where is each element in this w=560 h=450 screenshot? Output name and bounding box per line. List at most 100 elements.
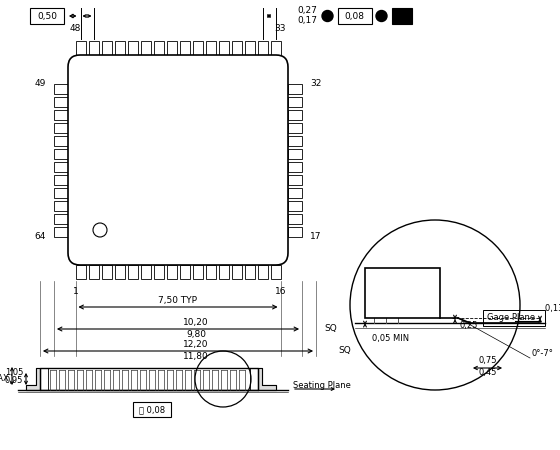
- Bar: [206, 265, 216, 279]
- Bar: [288, 135, 302, 145]
- Bar: [153, 41, 164, 55]
- Text: 0,13 NOM: 0,13 NOM: [545, 304, 560, 313]
- Bar: [270, 41, 281, 55]
- Bar: [288, 175, 302, 184]
- Text: ⌣ 0,08: ⌣ 0,08: [139, 405, 165, 414]
- Text: 1,05: 1,05: [4, 369, 23, 378]
- Bar: [245, 41, 254, 55]
- Text: 0,17: 0,17: [297, 17, 318, 26]
- Bar: [483, 310, 545, 326]
- Text: 0,75: 0,75: [478, 356, 497, 365]
- Polygon shape: [258, 368, 276, 390]
- Bar: [288, 96, 302, 107]
- Text: Seating Plane: Seating Plane: [293, 382, 351, 391]
- Text: 64: 64: [35, 232, 46, 241]
- Bar: [180, 265, 189, 279]
- Text: 10,20: 10,20: [183, 319, 209, 328]
- Bar: [288, 148, 302, 158]
- Bar: [128, 41, 138, 55]
- Text: 16: 16: [275, 287, 286, 296]
- Bar: [101, 41, 111, 55]
- Bar: [231, 265, 241, 279]
- Bar: [54, 201, 68, 211]
- Circle shape: [376, 10, 387, 22]
- Bar: [54, 96, 68, 107]
- Bar: [270, 265, 281, 279]
- Bar: [218, 41, 228, 55]
- Bar: [218, 265, 228, 279]
- Bar: [245, 265, 254, 279]
- Bar: [288, 201, 302, 211]
- Text: 0,05 MIN: 0,05 MIN: [372, 333, 409, 342]
- FancyBboxPatch shape: [68, 55, 288, 265]
- Bar: [54, 175, 68, 184]
- Text: 49: 49: [35, 79, 46, 88]
- Bar: [128, 265, 138, 279]
- Circle shape: [322, 10, 333, 22]
- Bar: [76, 41, 86, 55]
- Bar: [114, 265, 124, 279]
- Polygon shape: [26, 368, 40, 390]
- Bar: [288, 122, 302, 132]
- Text: SQ: SQ: [338, 346, 351, 356]
- Bar: [30, 8, 64, 24]
- Text: 0°-7°: 0°-7°: [532, 348, 554, 357]
- Bar: [88, 41, 99, 55]
- Bar: [54, 162, 68, 171]
- Bar: [288, 226, 302, 237]
- Bar: [101, 265, 111, 279]
- Bar: [40, 368, 258, 390]
- Bar: [180, 41, 189, 55]
- Text: SQ: SQ: [324, 324, 337, 333]
- Circle shape: [93, 223, 107, 237]
- Bar: [133, 402, 171, 417]
- Bar: [114, 41, 124, 55]
- Bar: [54, 188, 68, 198]
- Bar: [338, 8, 371, 24]
- Bar: [166, 41, 176, 55]
- Bar: [54, 109, 68, 120]
- Bar: [88, 265, 99, 279]
- Bar: [288, 213, 302, 224]
- Text: 48: 48: [70, 24, 81, 33]
- Text: 11,80: 11,80: [183, 351, 209, 360]
- Bar: [76, 265, 86, 279]
- Bar: [193, 265, 203, 279]
- Bar: [258, 41, 268, 55]
- Bar: [391, 8, 412, 24]
- Text: 0,45: 0,45: [478, 368, 497, 377]
- Text: 0,08: 0,08: [344, 12, 365, 21]
- Bar: [54, 213, 68, 224]
- Bar: [141, 41, 151, 55]
- Bar: [288, 84, 302, 94]
- Bar: [231, 41, 241, 55]
- Text: 12,20: 12,20: [183, 341, 209, 350]
- Bar: [258, 265, 268, 279]
- Bar: [206, 41, 216, 55]
- Bar: [288, 162, 302, 171]
- Text: 17: 17: [310, 232, 321, 241]
- Bar: [54, 135, 68, 145]
- Text: 33: 33: [275, 24, 286, 33]
- Bar: [365, 268, 440, 318]
- Bar: [141, 265, 151, 279]
- Text: 0,27: 0,27: [297, 6, 318, 15]
- Text: Gage Plane: Gage Plane: [487, 312, 535, 321]
- Bar: [193, 41, 203, 55]
- Bar: [54, 226, 68, 237]
- Text: 0,25: 0,25: [460, 321, 478, 330]
- Text: 0,50: 0,50: [37, 12, 57, 21]
- Text: 32: 32: [310, 79, 321, 88]
- Bar: [288, 188, 302, 198]
- Text: 1: 1: [73, 287, 78, 296]
- Bar: [54, 148, 68, 158]
- Text: 0,95: 0,95: [4, 377, 23, 386]
- Bar: [288, 109, 302, 120]
- Bar: [54, 84, 68, 94]
- Text: 9,80: 9,80: [186, 329, 206, 338]
- Bar: [166, 265, 176, 279]
- Bar: [54, 122, 68, 132]
- Text: 1,20 MAX: 1,20 MAX: [0, 374, 9, 383]
- Text: 7,50 TYP: 7,50 TYP: [158, 297, 198, 306]
- Bar: [153, 265, 164, 279]
